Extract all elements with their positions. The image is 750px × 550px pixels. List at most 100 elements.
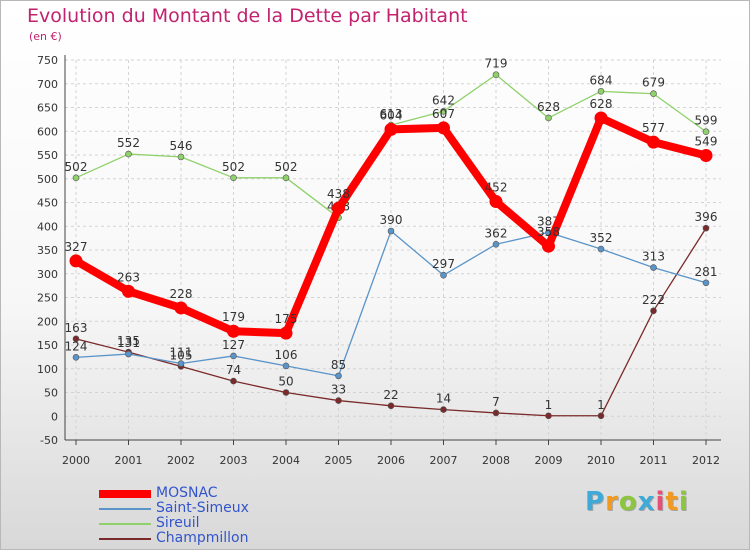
data-label: 111 — [170, 346, 193, 360]
legend-swatch — [99, 537, 151, 540]
data-point — [282, 362, 290, 370]
data-label: 452 — [485, 181, 508, 195]
data-point — [227, 324, 240, 338]
y-tick-label: 500 — [37, 173, 58, 186]
x-tick-label: 2000 — [62, 454, 90, 467]
x-tick-label: 2001 — [115, 454, 143, 467]
data-point — [702, 128, 710, 136]
data-label: 628 — [537, 100, 560, 114]
data-label: 105 — [170, 348, 193, 362]
data-point — [492, 409, 500, 417]
data-label: 546 — [170, 139, 193, 153]
y-tick-label: 600 — [37, 125, 58, 138]
x-tick-label: 2003 — [220, 454, 248, 467]
data-label: 599 — [695, 114, 718, 128]
data-point — [492, 71, 500, 79]
data-label: 679 — [642, 76, 665, 90]
legend-item: Sireuil — [99, 515, 399, 531]
legend-swatch — [99, 507, 151, 510]
y-tick-label: 450 — [37, 197, 58, 210]
data-point — [332, 201, 345, 215]
y-tick-label: 250 — [37, 292, 58, 305]
data-point — [440, 271, 447, 279]
y-tick-label: 150 — [37, 339, 58, 352]
data-label: 719 — [485, 57, 508, 71]
data-label: 7 — [492, 395, 500, 409]
data-label: 313 — [642, 250, 665, 264]
data-point — [542, 239, 555, 253]
data-label: 396 — [695, 210, 718, 224]
data-point — [335, 397, 342, 404]
data-label: 684 — [590, 73, 613, 87]
data-label: 106 — [275, 348, 298, 362]
data-label: 502 — [65, 160, 88, 174]
data-label: 327 — [65, 240, 88, 254]
data-label: 14 — [436, 392, 451, 406]
data-label: 438 — [327, 187, 350, 201]
legend-label: Saint-Simeux — [156, 500, 249, 516]
data-label: 1 — [597, 398, 605, 412]
data-point — [650, 307, 657, 315]
data-label: 33 — [331, 383, 346, 397]
y-tick-label: 0 — [51, 410, 58, 423]
data-point — [597, 88, 605, 95]
data-point — [230, 174, 237, 182]
chart-legend: MOSNAC Saint-Simeux Sireuil Champmillon — [99, 485, 399, 546]
y-tick-label: 350 — [37, 244, 58, 257]
data-point — [647, 135, 660, 149]
y-tick-label: 300 — [37, 268, 58, 281]
data-point — [177, 153, 185, 161]
data-label: 390 — [380, 213, 403, 227]
x-tick-label: 2012 — [692, 454, 720, 467]
data-point — [387, 227, 395, 235]
data-point — [650, 264, 657, 271]
data-point — [282, 389, 290, 396]
data-label: 362 — [485, 226, 508, 240]
chart-title: Evolution du Montant de la Dette par Hab… — [27, 5, 468, 27]
data-label: 502 — [275, 160, 298, 174]
data-point — [72, 174, 80, 182]
data-label: 549 — [695, 134, 718, 148]
data-label: 352 — [590, 231, 613, 245]
proxiti-logo: Proxiti — [585, 487, 689, 517]
data-label: 1 — [545, 398, 553, 412]
data-label: 281 — [695, 265, 718, 279]
logo-letter: o — [618, 487, 638, 517]
x-tick-label: 2010 — [587, 454, 615, 467]
data-point — [282, 174, 290, 182]
data-point — [702, 224, 710, 232]
y-tick-label: 100 — [37, 363, 58, 376]
x-tick-label: 2006 — [377, 454, 405, 467]
data-label: 642 — [432, 93, 455, 107]
data-label: 175 — [275, 312, 298, 326]
legend-swatch — [99, 522, 151, 525]
y-tick-label: 50 — [44, 387, 58, 400]
data-point — [279, 326, 293, 340]
data-label: 502 — [222, 160, 245, 174]
data-label: 74 — [226, 363, 241, 377]
data-point — [174, 301, 188, 315]
y-tick-label: 700 — [37, 78, 58, 91]
data-point — [492, 241, 500, 248]
legend-swatch — [99, 489, 151, 498]
data-label: 124 — [65, 339, 88, 353]
logo-letter: P — [585, 487, 606, 517]
data-label: 263 — [117, 270, 140, 284]
data-label: 628 — [590, 97, 613, 111]
legend-label: Champmillon — [156, 530, 249, 546]
data-label: 297 — [432, 257, 455, 271]
data-label: 135 — [117, 334, 140, 348]
data-point — [177, 360, 185, 367]
data-label: 604 — [380, 108, 403, 122]
logo-letter: t — [665, 487, 679, 517]
data-point — [597, 412, 605, 420]
logo-letter: x — [637, 487, 656, 517]
data-label: 127 — [222, 338, 245, 352]
data-point — [122, 284, 135, 298]
chart-subtitle: (en €) — [29, 30, 62, 43]
data-label: 85 — [331, 358, 346, 372]
data-point — [440, 406, 447, 413]
data-point — [230, 352, 237, 360]
